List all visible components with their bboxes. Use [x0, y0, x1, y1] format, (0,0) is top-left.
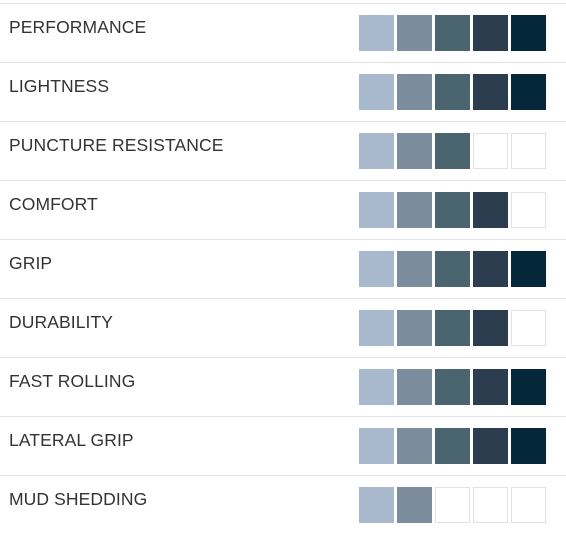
- rating-row: PERFORMANCE: [0, 4, 566, 63]
- rating-segment-filled: [397, 487, 432, 523]
- rating-segment-filled: [435, 428, 470, 464]
- rating-segment-filled: [473, 74, 508, 110]
- rating-segment-filled: [435, 15, 470, 51]
- rating-segment-filled: [359, 428, 394, 464]
- rating-segment-filled: [397, 192, 432, 228]
- rating-segment-filled: [473, 192, 508, 228]
- rating-segment-filled: [359, 487, 394, 523]
- rating-segment-filled: [359, 133, 394, 169]
- rating-segment-filled: [511, 15, 546, 51]
- rating-row: MUD SHEDDING: [0, 476, 566, 535]
- rating-segment-filled: [435, 74, 470, 110]
- rating-row: COMFORT: [0, 181, 566, 240]
- rating-label: LIGHTNESS: [9, 76, 110, 96]
- rating-meter: [359, 310, 546, 346]
- rating-segment-filled: [473, 251, 508, 287]
- rating-row: FAST ROLLING: [0, 358, 566, 417]
- rating-segment-filled: [435, 310, 470, 346]
- rating-row: DURABILITY: [0, 299, 566, 358]
- rating-label: GRIP: [9, 253, 53, 273]
- rating-meter: [359, 74, 546, 110]
- rating-segment-filled: [397, 74, 432, 110]
- rating-meter: [359, 428, 546, 464]
- rating-segment-filled: [435, 369, 470, 405]
- rating-segment-empty: [511, 487, 546, 523]
- rating-segment-filled: [359, 15, 394, 51]
- rating-segment-filled: [511, 428, 546, 464]
- rating-segment-filled: [397, 15, 432, 51]
- rating-segment-filled: [473, 369, 508, 405]
- rating-segment-filled: [397, 133, 432, 169]
- rating-segment-filled: [511, 74, 546, 110]
- rating-row: LIGHTNESS: [0, 63, 566, 122]
- rating-meter: [359, 192, 546, 228]
- rating-label: PERFORMANCE: [9, 17, 147, 37]
- rating-segment-empty: [435, 487, 470, 523]
- rating-label: FAST ROLLING: [9, 371, 136, 391]
- rating-segment-empty: [511, 133, 546, 169]
- rating-row: GRIP: [0, 240, 566, 299]
- rating-segment-filled: [511, 369, 546, 405]
- rating-segment-filled: [359, 251, 394, 287]
- rating-segment-empty: [511, 192, 546, 228]
- rating-segment-filled: [359, 369, 394, 405]
- rating-segment-filled: [511, 251, 546, 287]
- rating-label: DURABILITY: [9, 312, 114, 332]
- rating-meter: [359, 251, 546, 287]
- rating-label: LATERAL GRIP: [9, 430, 134, 450]
- rating-meter: [359, 487, 546, 523]
- rating-segment-filled: [435, 133, 470, 169]
- top-divider: [0, 3, 566, 4]
- rating-segment-empty: [473, 487, 508, 523]
- rating-segment-filled: [359, 310, 394, 346]
- rating-segment-filled: [473, 15, 508, 51]
- rating-segment-filled: [359, 74, 394, 110]
- rating-segment-filled: [473, 310, 508, 346]
- rating-segment-empty: [473, 133, 508, 169]
- rating-meter: [359, 133, 546, 169]
- rating-segment-filled: [397, 251, 432, 287]
- rating-row: LATERAL GRIP: [0, 417, 566, 476]
- rating-segment-filled: [397, 310, 432, 346]
- rating-label: COMFORT: [9, 194, 98, 214]
- rating-segment-filled: [435, 251, 470, 287]
- rating-row: PUNCTURE RESISTANCE: [0, 122, 566, 181]
- rating-segment-filled: [473, 428, 508, 464]
- rating-segment-filled: [359, 192, 394, 228]
- rating-label: MUD SHEDDING: [9, 489, 148, 509]
- rating-meter: [359, 15, 546, 51]
- rating-segment-filled: [435, 192, 470, 228]
- rating-segment-empty: [511, 310, 546, 346]
- rating-label: PUNCTURE RESISTANCE: [9, 135, 224, 155]
- rating-segment-filled: [397, 369, 432, 405]
- rating-segment-filled: [397, 428, 432, 464]
- rating-meter: [359, 369, 546, 405]
